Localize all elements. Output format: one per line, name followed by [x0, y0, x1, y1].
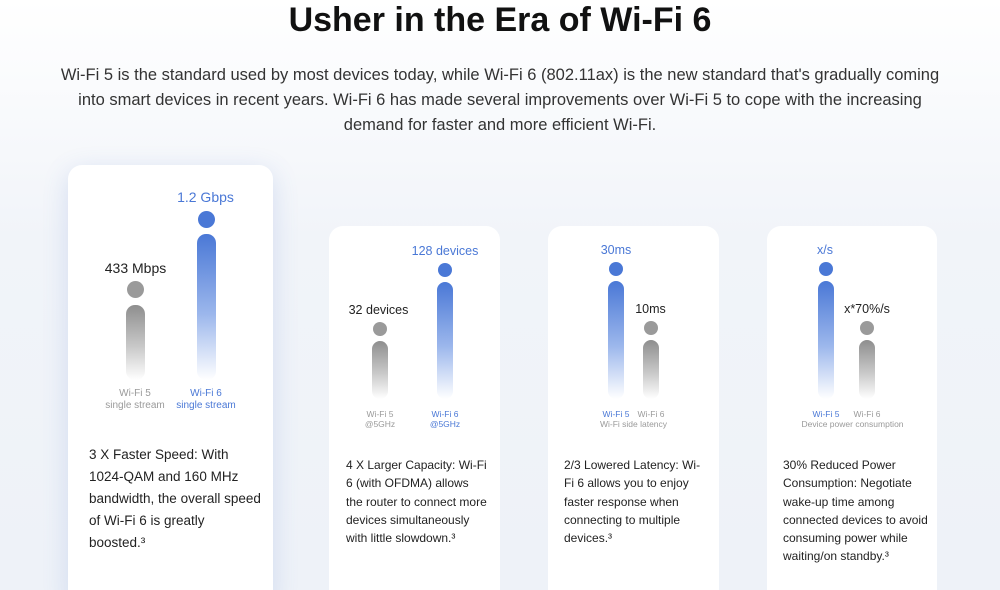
- wifi5-power-value: x/s: [817, 243, 833, 257]
- wifi6-latency-dot: [644, 321, 658, 335]
- wifi5-speed-dot: [127, 281, 144, 298]
- wifi6-latency-value: 10ms: [635, 302, 666, 316]
- wifi6-capacity-bar: [437, 282, 453, 399]
- wifi6-capacity-value: 128 devices: [411, 244, 479, 258]
- wifi5-speed-bar: [126, 305, 145, 380]
- wifi6-caption: Wi-Fi 6: [853, 409, 881, 419]
- wifi6-caption: Wi-Fi 6 @5GHz: [429, 409, 461, 429]
- wifi5-caption: Wi-Fi 5 single stream: [105, 388, 165, 411]
- page-title: Usher in the Era of Wi-Fi 6: [288, 1, 712, 39]
- capacity-description: 4 X Larger Capacity: Wi-Fi 6 (with OFDMA…: [346, 458, 487, 546]
- wifi6-capacity-dot: [438, 263, 452, 277]
- power-card: x/s x*70%/s Wi-Fi 5 Wi-Fi 6 Device power…: [767, 226, 937, 590]
- wifi5-capacity-dot: [373, 322, 387, 336]
- wifi5-latency-dot: [609, 262, 623, 276]
- wifi6-power-dot: [860, 321, 874, 335]
- wifi6-speed-dot: [198, 211, 215, 228]
- wifi5-latency-bar: [608, 281, 624, 399]
- latency-axis-caption: Wi-Fi side latency: [599, 419, 668, 429]
- wifi5-speed-value: 433 Mbps: [104, 260, 167, 276]
- wifi5-caption: Wi-Fi 5: [812, 409, 840, 419]
- wifi5-capacity-value: 32 devices: [348, 303, 409, 317]
- wifi6-speed-value: 1.2 Gbps: [177, 189, 234, 205]
- power-axis-caption: Device power consumption: [801, 419, 904, 429]
- wifi6-power-value: x*70%/s: [844, 302, 890, 316]
- wifi5-power-bar: [818, 281, 834, 399]
- intro-paragraph: Wi-Fi 5 is the standard used by most dev…: [60, 66, 940, 134]
- wifi5-latency-value: 30ms: [600, 243, 632, 257]
- wifi6-caption: Wi-Fi 6: [637, 409, 665, 419]
- power-description: 30% Reduced Power Consumption: Negotiate…: [783, 458, 928, 564]
- speed-card: 433 Mbps 1.2 Gbps Wi-Fi 5 single stream W…: [68, 165, 273, 590]
- capacity-card: 32 devices 128 devices Wi-Fi 5 @5GHz Wi-F…: [329, 226, 500, 590]
- speed-description: 3 X Faster Speed: With 1024-QAM and 160 …: [89, 447, 261, 550]
- wifi5-caption: Wi-Fi 5: [602, 409, 630, 419]
- wifi6-speed-bar: [197, 234, 216, 380]
- latency-description: 2/3 Lowered Latency: Wi-Fi 6 allows you …: [564, 458, 701, 546]
- wifi5-caption: Wi-Fi 5 @5GHz: [364, 409, 396, 429]
- latency-card: 30ms 10ms Wi-Fi 5 Wi-Fi 6 Wi-Fi side lat…: [548, 226, 719, 590]
- wifi6-power-bar: [859, 340, 875, 399]
- wifi6-latency-bar: [643, 340, 659, 399]
- wifi5-capacity-bar: [372, 341, 388, 399]
- wifi5-power-dot: [819, 262, 833, 276]
- wifi6-caption: Wi-Fi 6 single stream: [176, 388, 236, 411]
